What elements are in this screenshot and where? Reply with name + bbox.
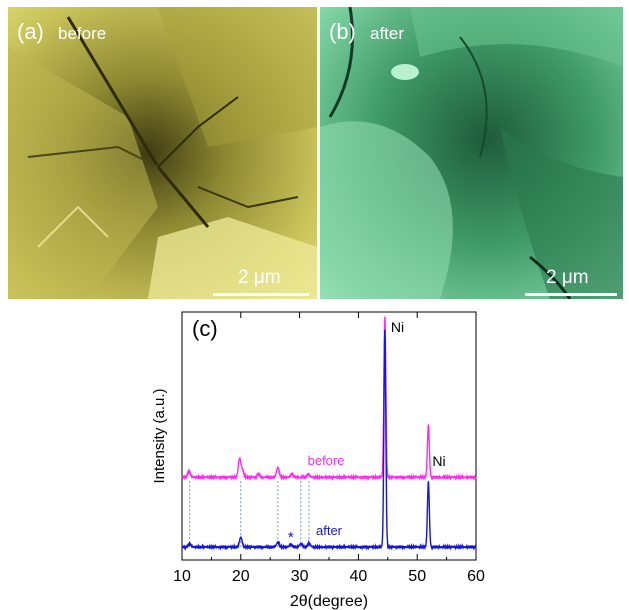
x-tick-label: 10 — [173, 568, 191, 585]
panel-a-label: (a) — [17, 19, 44, 44]
panel-c-label: (c) — [192, 316, 218, 341]
xrd-chart-svg: before after 10 20 30 40 50 60 Ni Ni * (c) 2θ(de… — [151, 311, 485, 610]
scale-bar-line — [213, 293, 309, 296]
sem-texture-before — [8, 7, 317, 299]
x-axis-label: 2θ(degree) — [290, 593, 368, 610]
x-tick-label: 30 — [291, 568, 309, 585]
sem-image-before: (a) before 2 μm — [8, 7, 317, 299]
series-line-after — [181, 329, 477, 551]
scale-bar-text: 2 μm — [546, 267, 589, 288]
x-tick-label: 20 — [232, 568, 250, 585]
x-tick-label: 50 — [408, 568, 426, 585]
panel-b-label: (b) — [329, 19, 356, 44]
peak-annotation: Ni — [432, 453, 445, 469]
series-label-after: after — [316, 523, 343, 538]
sem-image-after: (b) after 2 μm — [320, 7, 623, 299]
series-label-before: before — [308, 453, 345, 468]
peak-annotation: Ni — [391, 319, 404, 335]
x-tick-label: 40 — [350, 568, 368, 585]
scale-bar-text: 2 μm — [238, 267, 281, 288]
panel-a-caption: before — [58, 24, 107, 43]
scale-bar-line — [525, 293, 617, 296]
y-axis-label: Intensity (a.u.) — [151, 388, 168, 483]
peak-annotation: * — [288, 529, 294, 546]
series-line-before — [181, 316, 477, 482]
sem-texture-after — [320, 7, 623, 299]
x-tick-label: 60 — [467, 568, 485, 585]
panel-b-caption: after — [370, 24, 405, 43]
xrd-chart: before after 10 20 30 40 50 60 Ni Ni * (c) 2θ(de… — [150, 304, 490, 610]
